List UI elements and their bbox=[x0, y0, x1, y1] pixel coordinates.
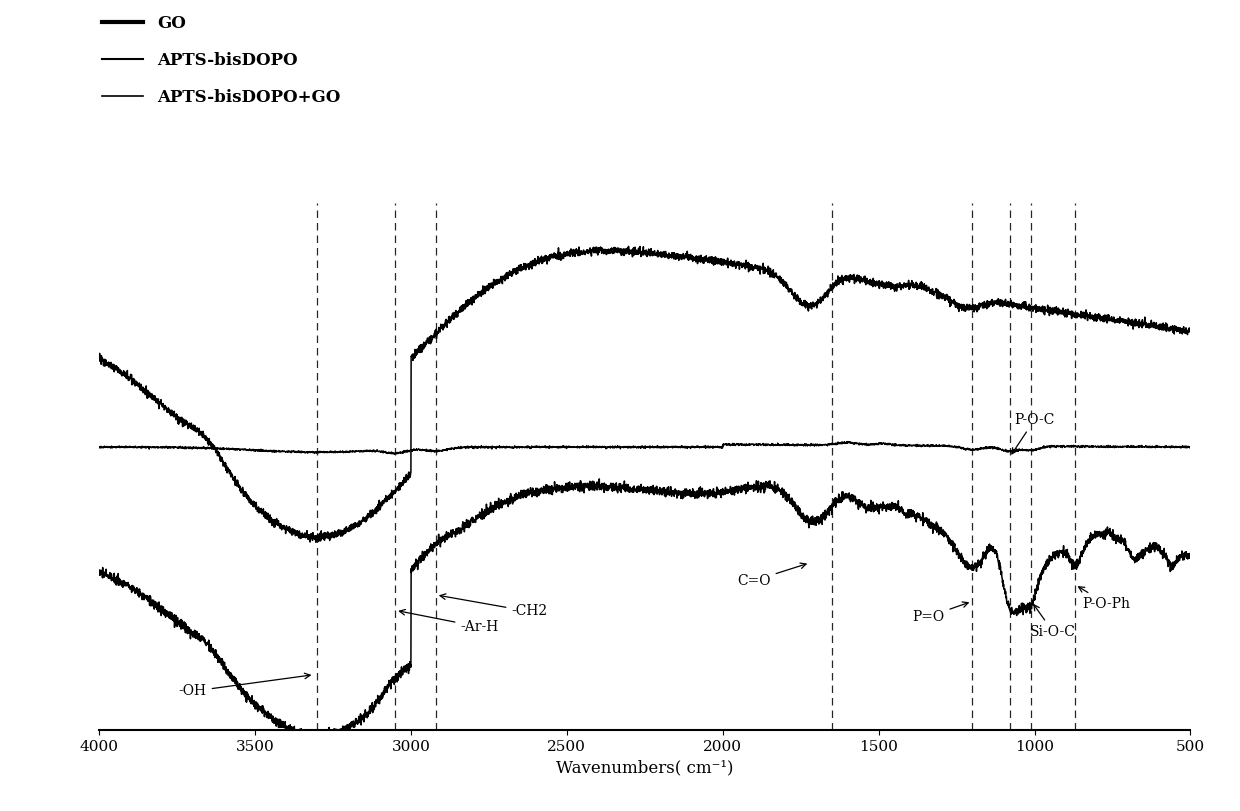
Text: C=O: C=O bbox=[737, 563, 806, 588]
Text: -Ar-H: -Ar-H bbox=[399, 610, 498, 634]
Text: Si-O-C: Si-O-C bbox=[1030, 605, 1076, 639]
Text: P=O: P=O bbox=[913, 602, 968, 624]
Text: P-O-C: P-O-C bbox=[1012, 413, 1055, 454]
Text: P-O-Ph: P-O-Ph bbox=[1079, 587, 1130, 611]
X-axis label: Wavenumbers( cm⁻¹): Wavenumbers( cm⁻¹) bbox=[556, 759, 734, 776]
Text: -OH: -OH bbox=[179, 673, 310, 698]
Text: -CH2: -CH2 bbox=[440, 594, 548, 619]
Legend: GO, APTS-bisDOPO, APTS-bisDOPO+GO: GO, APTS-bisDOPO, APTS-bisDOPO+GO bbox=[95, 8, 347, 113]
